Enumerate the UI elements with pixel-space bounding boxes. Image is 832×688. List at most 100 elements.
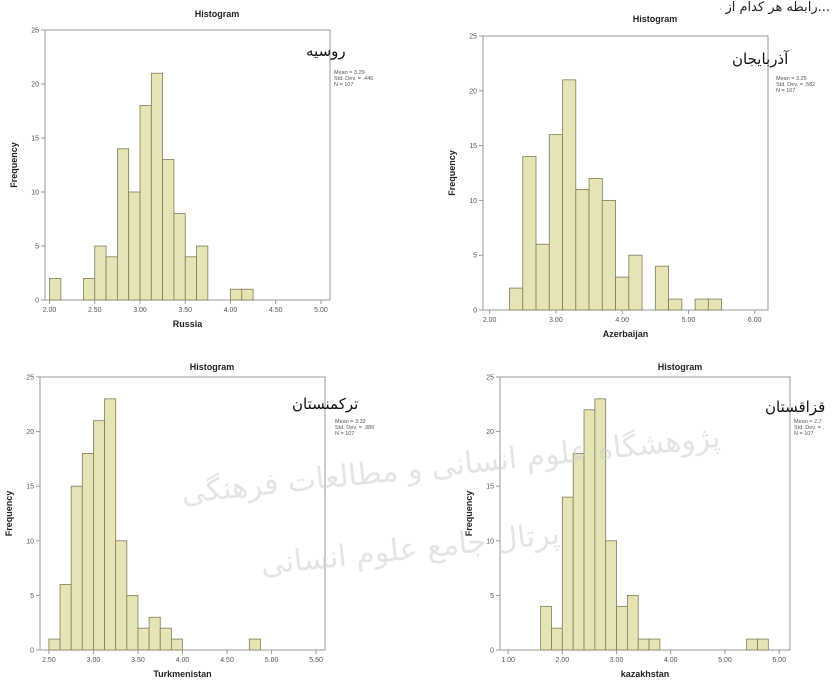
stats-line: Std. Dev. = .446 (334, 76, 373, 82)
y-tick-label: 10 (486, 538, 494, 545)
histogram-bar (93, 420, 105, 651)
y-axis-label: Frequency (4, 491, 14, 537)
stats-line: Std. Dev. = .582 (776, 82, 815, 88)
country-label: روسیه (306, 42, 346, 60)
histogram-bar (162, 159, 175, 301)
histogram-bar (535, 243, 550, 311)
histogram-bar (94, 245, 107, 301)
histogram-bar (105, 256, 118, 301)
chart-title: Histogram (633, 14, 678, 24)
x-tick-label: 3.00 (87, 657, 101, 664)
plot-frame (44, 29, 331, 301)
histogram-bar (588, 178, 603, 311)
histogram-bar (170, 638, 183, 651)
stats-line: N = 107 (334, 82, 353, 88)
y-tick-label: 25 (486, 375, 494, 382)
y-axis-label: Frequency (464, 491, 474, 537)
histogram-panel-3: Histogram 0 5 10 15 20 25 2.50 3.00 3.50 4.00 4.50 5… (4, 362, 374, 679)
histogram-bar (548, 134, 563, 311)
x-tick-label: 3.50 (131, 657, 145, 664)
histogram-bar (551, 627, 563, 651)
histogram-bar (605, 540, 617, 651)
histogram-bar (648, 638, 661, 651)
x-tick-label: 2.00 (43, 307, 57, 314)
x-tick-label: 1.00 (501, 657, 515, 664)
y-axis-label: Frequency (9, 142, 19, 188)
histogram-bar (654, 265, 669, 311)
histogram-bar (616, 605, 628, 651)
histogram-bar (137, 627, 150, 651)
stats-line: Mean = 2.7 (794, 419, 822, 425)
y-tick-label: 0 (35, 298, 39, 305)
x-tick-label: 4.00 (664, 657, 678, 664)
stats-line: N = 107 (794, 431, 813, 437)
x-tick-label: 6.00 (772, 657, 786, 664)
stats-line: Std. Dev. = .389 (335, 425, 374, 431)
x-tick-label: 2.50 (88, 307, 102, 314)
histogram-panel-4: Histogram 0 5 10 15 20 25 1.00 2.00 3.00 4.00 5.00 6… (464, 362, 825, 679)
stats-line: N = 107 (776, 88, 795, 94)
x-tick-label: 3.50 (178, 307, 192, 314)
histogram-bar (150, 72, 164, 301)
histogram-bar (575, 189, 590, 311)
y-tick-label: 10 (469, 198, 477, 205)
histogram-bar (562, 79, 577, 311)
y-tick-label: 20 (486, 429, 494, 436)
histogram-bar (561, 496, 574, 651)
x-tick-label: 4.00 (615, 317, 629, 324)
y-tick-label: 5 (473, 253, 477, 260)
x-tick-label: 3.00 (133, 307, 147, 314)
histogram-bar (707, 298, 723, 311)
histogram-panel-1: Histogram 0 5 10 15 20 25 2.00 2.50 3.00 3.50 4.00 4… (9, 9, 373, 329)
stats-line: Std. Dev. = . (794, 425, 824, 431)
chart-title: Histogram (658, 362, 703, 372)
stats-line: Mean = 3.25 (776, 76, 807, 82)
stats-line: Mean = 3.32 (335, 419, 366, 425)
y-tick-label: 10 (26, 538, 34, 545)
histogram-bar (159, 627, 172, 651)
x-tick-label: 3.00 (610, 657, 624, 664)
y-tick-label: 0 (473, 308, 477, 315)
histogram-bar (139, 105, 152, 301)
histogram-bar (115, 540, 128, 651)
histogram-bar (572, 453, 585, 651)
stats-line: Mean = 3.29 (334, 70, 365, 76)
y-tick-label: 25 (469, 34, 477, 41)
y-tick-label: 15 (31, 136, 39, 143)
histogram-bar (241, 288, 254, 301)
y-tick-label: 10 (31, 190, 39, 197)
x-tick-label: 4.50 (269, 307, 283, 314)
y-tick-label: 15 (26, 484, 34, 491)
histogram-bar (601, 199, 616, 311)
histogram-bar (615, 276, 630, 311)
x-tick-label: 4.00 (176, 657, 190, 664)
x-axis-label: Russia (173, 319, 204, 329)
x-axis-label: Turkmenistan (153, 669, 211, 679)
histogram-bar (230, 288, 243, 301)
x-tick-label: 2.50 (42, 657, 56, 664)
x-tick-label: 5.00 (314, 307, 328, 314)
y-tick-label: 20 (26, 429, 34, 436)
page-header-text: ...رابطه هر کدام از متغیرهای مستقل با (720, 0, 830, 14)
histogram-bar (757, 638, 769, 651)
histogram-bar (48, 638, 61, 651)
histogram-bar (509, 287, 524, 311)
x-tick-label: 5.50 (309, 657, 323, 664)
chart-title: Histogram (190, 362, 235, 372)
x-tick-label: 5.00 (682, 317, 696, 324)
y-axis-label: Frequency (447, 150, 457, 196)
x-tick-label: 4.50 (220, 657, 234, 664)
histogram-bar (126, 595, 139, 651)
y-tick-label: 5 (490, 593, 494, 600)
y-tick-label: 20 (31, 82, 39, 89)
chart-title: Histogram (195, 9, 240, 19)
histogram-bar (83, 277, 96, 301)
y-tick-label: 5 (30, 593, 34, 600)
y-tick-label: 20 (469, 88, 477, 95)
histogram-bar (104, 398, 117, 651)
stats-line: N = 107 (335, 431, 354, 437)
y-tick-label: 15 (486, 484, 494, 491)
histogram-bar (184, 256, 197, 301)
x-axis-label: Azerbaijan (603, 329, 649, 339)
